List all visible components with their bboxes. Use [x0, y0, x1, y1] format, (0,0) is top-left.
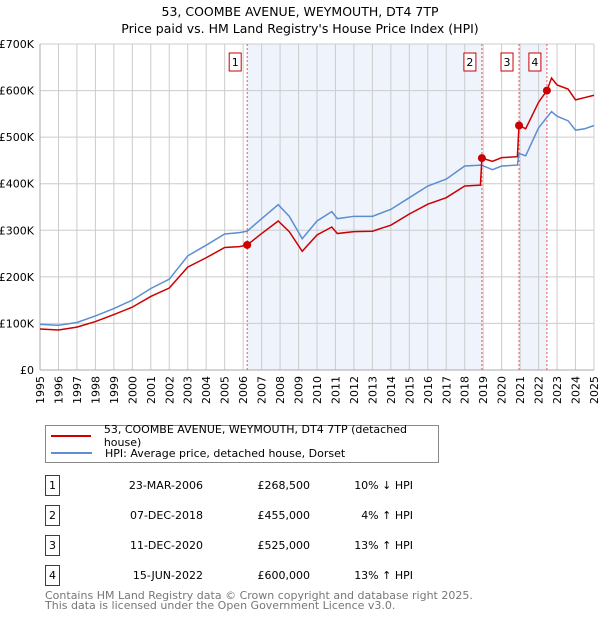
price-chart: 1995 1996 1997 1998 1999 2000 2001 2002 2003 2004…	[0, 38, 600, 404]
chart-subtitle: Price paid vs. HM Land Registry's House …	[121, 21, 479, 36]
x-tick-label: 2020	[496, 376, 509, 404]
legend-swatch-blue	[51, 452, 92, 454]
sale-point	[542, 86, 551, 95]
shaded-period	[519, 44, 547, 370]
x-tick-label: 2017	[440, 376, 453, 404]
sale-label-box	[528, 52, 542, 72]
y-tick-label: £0	[20, 364, 34, 377]
chart-title: 53, COOMBE AVENUE, WEYMOUTH, DT4 7TP	[161, 4, 439, 19]
legend: 53, COOMBE AVENUE, WEYMOUTH, DT4 7TP (de…	[45, 423, 439, 463]
sale-label: 1	[232, 56, 239, 69]
y-tick-label: £300K	[0, 224, 35, 237]
x-tick-label: 1998	[89, 376, 102, 404]
x-tick-label: 1999	[108, 376, 121, 404]
x-tick-label: 2022	[533, 376, 546, 404]
y-tick-label: £700K	[0, 38, 35, 51]
x-tick-label: 2012	[348, 376, 361, 404]
footer-copyright: Contains HM Land Registry data © Crown c…	[45, 589, 473, 602]
sale-marker-number: 1	[45, 475, 60, 496]
sale-hpi-diff: 4% ↑ HPI	[361, 509, 413, 522]
sale-date: 11-DEC-2020	[129, 539, 203, 552]
sale-point	[515, 121, 524, 130]
x-tick-label: 2000	[126, 376, 139, 404]
x-tick-label: 1995	[34, 376, 47, 404]
x-tick-label: 2021	[514, 376, 527, 404]
x-tick-label: 2025	[588, 376, 600, 404]
sale-label-box	[463, 52, 477, 72]
sale-hpi-diff: 10% ↓ HPI	[354, 479, 413, 492]
sale-price: £600,000	[257, 569, 311, 582]
hpi-line	[39, 110, 595, 327]
sale-date: 07-DEC-2018	[129, 509, 203, 522]
x-tick-label: 1997	[71, 376, 84, 404]
sale-marker-number: 2	[45, 505, 60, 526]
sale-date: 15-JUN-2022	[132, 569, 203, 582]
sale-hpi-diff: 13% ↑ HPI	[354, 539, 413, 552]
x-tick-label: 2014	[385, 376, 398, 404]
legend-label: 53, COOMBE AVENUE, WEYMOUTH, DT4 7TP (de…	[103, 423, 407, 449]
x-tick-label: 2015	[403, 376, 416, 404]
sale-label-box	[500, 52, 514, 72]
sale-price: £525,000	[257, 539, 311, 552]
x-tick-label: 2007	[256, 376, 269, 404]
property-price-line	[39, 76, 595, 331]
sale-point	[477, 154, 486, 163]
sale-hpi-diff: 13% ↑ HPI	[354, 569, 413, 582]
x-tick-label: 2002	[163, 376, 176, 404]
footer-licence: This data is licensed under the Open Gov…	[45, 599, 396, 612]
x-tick-label: 2006	[237, 376, 250, 404]
sale-date: 23-MAR-2006	[128, 479, 203, 492]
x-tick-label: 2013	[366, 376, 379, 404]
y-tick-label: £400K	[0, 178, 35, 191]
x-tick-label: 2009	[293, 376, 306, 404]
sale-label: 4	[531, 56, 538, 69]
y-tick-label: £500K	[0, 131, 35, 144]
x-tick-label: 2008	[274, 376, 287, 404]
legend-item-property: 53, COOMBE AVENUE, WEYMOUTH, DT4 7TP (de…	[46, 423, 438, 449]
x-tick-label: 1996	[52, 376, 65, 404]
shaded-period	[247, 44, 482, 370]
x-tick-label: 2003	[182, 376, 195, 404]
x-tick-label: 2023	[551, 376, 564, 404]
x-tick-label: 2011	[329, 376, 342, 404]
sale-marker-number: 4	[45, 565, 60, 586]
sale-price: £455,000	[257, 509, 311, 522]
x-tick-label: 2018	[459, 376, 472, 404]
sale-label: 3	[504, 56, 511, 69]
x-tick-label: 2016	[422, 376, 435, 404]
sale-label-box	[228, 52, 242, 72]
y-tick-label: £100K	[0, 317, 35, 330]
x-tick-label: 2019	[477, 376, 490, 404]
x-tick-label: 2004	[200, 376, 213, 404]
sale-marker-number: 3	[45, 535, 60, 556]
legend-label: HPI: Average price, detached house, Dors…	[105, 446, 346, 460]
sale-label: 2	[466, 56, 473, 69]
sale-point	[243, 240, 252, 249]
x-tick-label: 2001	[145, 376, 158, 404]
y-tick-label: £200K	[0, 271, 35, 284]
sale-price: £268,500	[257, 479, 311, 492]
x-tick-label: 2005	[219, 376, 232, 404]
y-tick-label: £600K	[0, 85, 35, 98]
legend-item-hpi: HPI: Average price, detached house, Dors…	[46, 445, 345, 461]
x-tick-label: 2010	[311, 376, 324, 404]
legend-swatch-red	[51, 435, 91, 437]
x-tick-label: 2024	[570, 376, 583, 404]
